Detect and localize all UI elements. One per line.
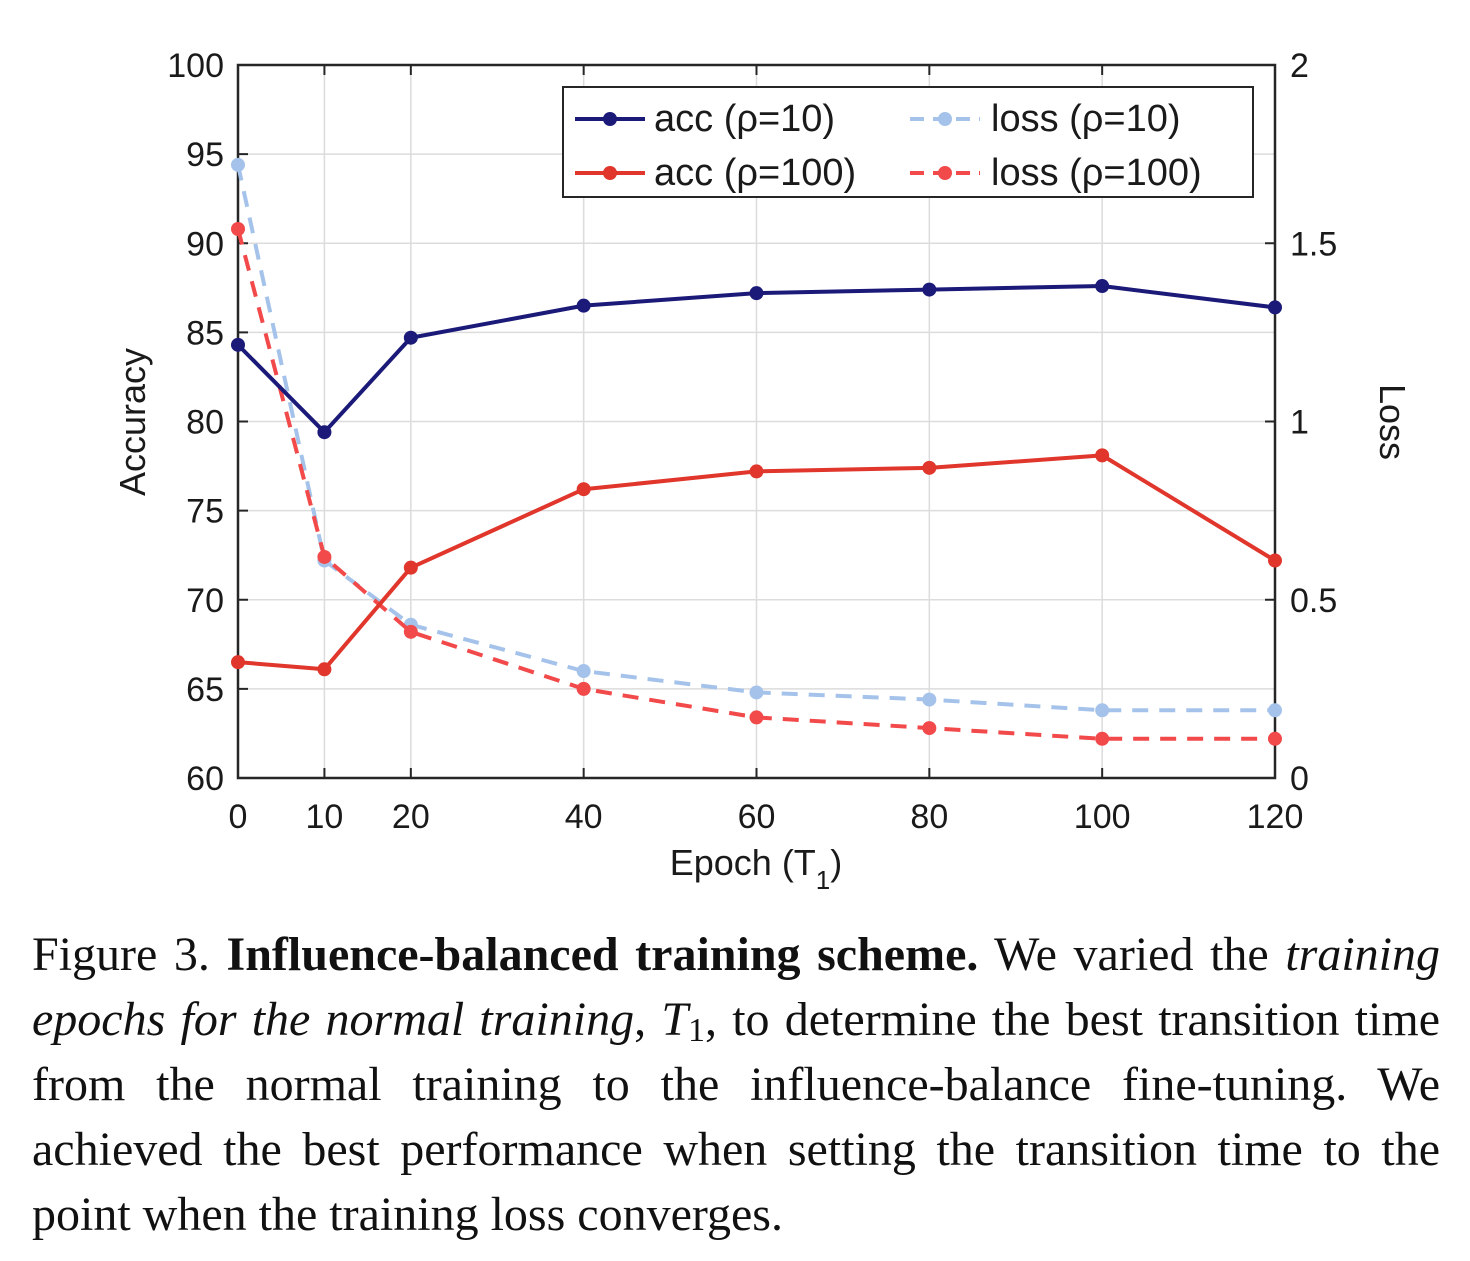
y2-tick-label: 0.5 bbox=[1290, 582, 1337, 620]
x-tick-label: 100 bbox=[1074, 798, 1131, 836]
y-tick-label: 95 bbox=[186, 136, 224, 174]
x-axis-label-subscript: 1 bbox=[816, 865, 830, 895]
data-point bbox=[576, 482, 591, 497]
legend-swatch-marker bbox=[603, 112, 617, 126]
legend-swatch-marker bbox=[938, 166, 952, 180]
data-point bbox=[922, 721, 937, 736]
y2-tick-label: 1 bbox=[1290, 404, 1309, 442]
data-point bbox=[1095, 731, 1110, 746]
data-point bbox=[749, 464, 764, 479]
x-tick-label: 60 bbox=[738, 798, 776, 836]
data-point bbox=[1095, 279, 1110, 294]
data-point bbox=[231, 655, 245, 670]
data-point bbox=[749, 710, 764, 725]
legend-items: acc (ρ=10) loss (ρ=10) acc (ρ=100) loss (ρ=… bbox=[575, 98, 1202, 194]
figure-caption: Figure 3. Influence-balanced training sc… bbox=[32, 922, 1440, 1247]
y2-tick-label: 0 bbox=[1290, 760, 1309, 798]
legend-entry: loss (ρ=100) bbox=[910, 152, 1202, 194]
x-tick-label: 80 bbox=[910, 798, 948, 836]
x-tick-label: 0 bbox=[229, 798, 248, 836]
y-tick-label: 65 bbox=[186, 671, 224, 709]
data-point bbox=[1095, 448, 1110, 463]
caption-math-main: T bbox=[661, 993, 689, 1046]
x-tick-labels: 0 10 20 40 60 80 100 120 bbox=[229, 798, 1304, 836]
legend-label: acc (ρ=100) bbox=[654, 152, 856, 194]
series-line bbox=[236, 228, 1275, 741]
data-point bbox=[1268, 553, 1282, 568]
legend-label: loss (ρ=100) bbox=[991, 152, 1202, 194]
series-line bbox=[237, 453, 1277, 672]
data-point bbox=[1268, 731, 1282, 746]
data-point bbox=[403, 624, 418, 639]
x-tick-label: 10 bbox=[306, 798, 344, 836]
legend: acc (ρ=10) loss (ρ=10) acc (ρ=100) loss (ρ=… bbox=[562, 86, 1254, 198]
y2-tick-label: 1.5 bbox=[1290, 225, 1337, 263]
legend-entry: loss (ρ=10) bbox=[910, 98, 1181, 140]
legend-swatch-marker bbox=[603, 166, 617, 180]
data-point bbox=[317, 662, 332, 677]
x-tick-label: 20 bbox=[392, 798, 430, 836]
y-tick-label: 70 bbox=[186, 582, 224, 620]
data-point bbox=[317, 425, 332, 440]
series-line bbox=[236, 284, 1276, 435]
axis-ticks bbox=[237, 64, 1276, 779]
caption-label: Figure 3. bbox=[32, 928, 210, 981]
caption-italic-phrase: training epochs for the normal training bbox=[32, 928, 1441, 1046]
legend-entry: acc (ρ=100) bbox=[575, 152, 856, 194]
data-point bbox=[231, 337, 245, 352]
caption-math-symbol: T1 bbox=[661, 993, 706, 1049]
data-point bbox=[576, 681, 591, 696]
data-point bbox=[403, 560, 418, 575]
data-point bbox=[922, 282, 937, 297]
y-tick-label: 75 bbox=[186, 493, 224, 531]
x-axis-label-close: ) bbox=[830, 842, 842, 883]
x-tick-label: 40 bbox=[565, 798, 603, 836]
data-point bbox=[749, 685, 764, 700]
caption-math-subscript: 1 bbox=[688, 1012, 706, 1049]
caption-text-1: We varied the bbox=[994, 928, 1269, 981]
y2-axis-label: Loss bbox=[1372, 384, 1413, 460]
legend-label: loss (ρ=10) bbox=[991, 98, 1181, 140]
data-point bbox=[749, 286, 764, 301]
x-axis-label: Epoch (T1) bbox=[670, 842, 843, 895]
y-axis-label: Accuracy bbox=[112, 348, 153, 496]
y2-tick-labels: 0 0.5 1 1.5 2 bbox=[1290, 47, 1337, 798]
y-tick-label: 80 bbox=[186, 404, 224, 442]
data-point bbox=[231, 157, 245, 172]
caption-text-2: , to determine the best transition time … bbox=[32, 993, 1441, 1241]
legend-box bbox=[562, 86, 1254, 198]
y-tick-label: 85 bbox=[186, 314, 224, 352]
data-point bbox=[576, 298, 591, 313]
y-tick-label: 60 bbox=[186, 760, 224, 798]
y-tick-label: 100 bbox=[167, 47, 224, 85]
caption-comma: , bbox=[634, 993, 647, 1046]
series-right-3 bbox=[231, 221, 1282, 746]
legend-swatch-marker bbox=[938, 112, 952, 126]
legend-entry: acc (ρ=10) bbox=[575, 98, 835, 140]
data-point bbox=[922, 460, 937, 475]
y-tick-label: 90 bbox=[186, 225, 224, 263]
legend-label: acc (ρ=10) bbox=[654, 98, 835, 140]
x-tick-label: 120 bbox=[1247, 798, 1304, 836]
data-point bbox=[576, 664, 591, 679]
series-left-0 bbox=[231, 279, 1282, 440]
series-left-1 bbox=[231, 448, 1282, 677]
data-point bbox=[1268, 300, 1282, 315]
caption-title: Influence-balanced training scheme. bbox=[226, 928, 979, 981]
data-point bbox=[1268, 703, 1282, 718]
data-point bbox=[922, 692, 937, 707]
y2-tick-label: 2 bbox=[1290, 47, 1309, 85]
x-axis-label-main: Epoch (T bbox=[670, 842, 816, 883]
y-tick-labels: 60 65 70 75 80 85 90 95 100 bbox=[167, 47, 224, 798]
data-point bbox=[403, 330, 418, 345]
data-point bbox=[231, 221, 245, 236]
data-point bbox=[1095, 703, 1110, 718]
data-point bbox=[317, 549, 332, 564]
series-layer bbox=[231, 157, 1282, 746]
